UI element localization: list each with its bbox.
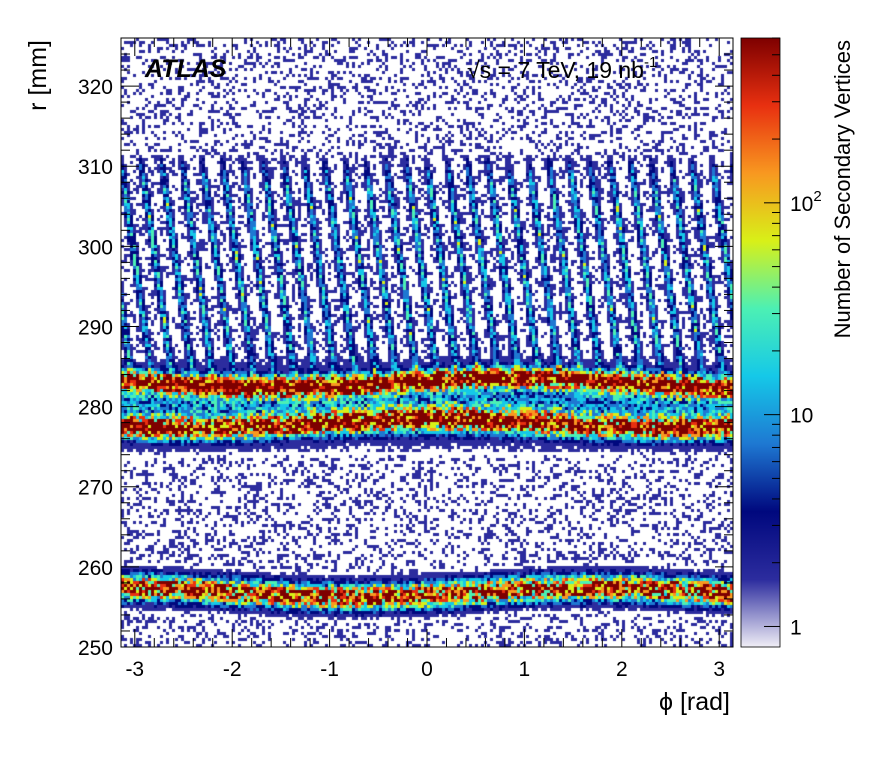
y-tick-label: 320 [78,76,113,99]
y-axis-ticks: 250 260 270 280 290 300 310 320 [78,37,733,660]
x-axis-ticks: -3 -2 -1 0 1 2 3 [125,38,725,681]
colorbar-frame [740,37,781,648]
colorbar-label: Number of Secondary Vertices [830,40,855,338]
energy-lumi-label: √s = 7 TeV, 19 nb-1 [467,54,657,83]
energy-lumi-text: √s = 7 TeV, 19 nb [467,57,644,83]
plot-frame [120,37,734,648]
y-tick-label: 260 [78,557,113,580]
x-tick-label: 0 [421,658,433,681]
x-tick-label: 2 [616,658,628,681]
y-tick-label: 280 [78,397,113,420]
y-tick-label: 270 [78,477,113,500]
x-tick-label: -1 [320,658,339,681]
z-tick-label: 1 [790,616,802,639]
y-tick-label: 250 [78,637,113,660]
z-tick-label: 10 [790,405,813,428]
x-tick-label: -3 [125,658,144,681]
x-axis-label: ϕ [rad] [659,688,730,716]
energy-lumi-sup: -1 [644,54,657,71]
colorbar [741,38,780,647]
z-tick-label: 102 [790,188,822,216]
x-tick-label: -2 [223,658,242,681]
heatmap-plot-area [121,38,733,647]
y-tick-label: 310 [78,156,113,179]
x-tick-label: 3 [713,658,725,681]
y-axis-label: r [mm] [24,40,52,111]
x-tick-label: 1 [519,658,531,681]
y-tick-label: 290 [78,316,113,339]
y-tick-label: 300 [78,236,113,259]
atlas-label: ATLAS [144,55,227,83]
